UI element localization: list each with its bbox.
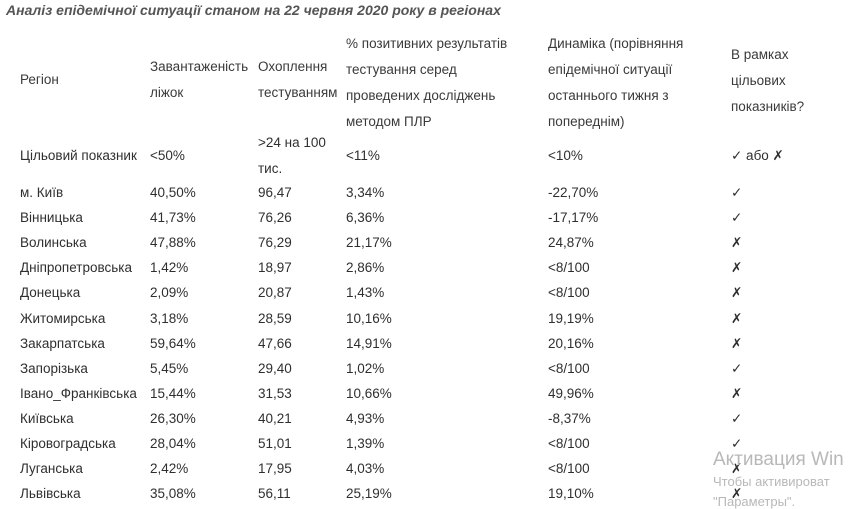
cell-dynamics: <8/100 (548, 461, 590, 477)
cell-region: Івано_Франківська (20, 385, 137, 401)
target-dynamics: <10% (548, 148, 583, 163)
cell-beds: 28,04% (150, 436, 196, 451)
cell-target: ✗ (731, 385, 743, 401)
cell-testing: 96,47 (258, 185, 292, 200)
cell-positive: 21,17% (346, 235, 392, 251)
target-positive: <11% (346, 148, 380, 163)
cell-target: ✗ (731, 285, 743, 301)
cell-testing: 29,40 (258, 360, 292, 376)
cell-dynamics: <8/100 (548, 260, 590, 276)
cell-positive: 10,16% (346, 310, 392, 326)
cell-target: ✓ (731, 185, 743, 200)
cell-testing: 18,97 (258, 260, 292, 276)
header-region: Регіон (20, 72, 59, 87)
cell-target: ✓ (731, 436, 743, 451)
cell-dynamics: 19,19% (548, 310, 594, 326)
cell-target: ✗ (731, 235, 743, 251)
cell-testing: 47,66 (258, 335, 292, 351)
cell-region: Волинська (20, 235, 87, 251)
header-testing: Охоплення тестуванням (258, 59, 338, 100)
cell-dynamics: 19,10% (548, 486, 594, 502)
cell-testing: 40,21 (258, 410, 292, 426)
cell-beds: 59,64% (150, 335, 196, 351)
cell-region: Донецька (20, 285, 81, 301)
cell-dynamics: <8/100 (548, 360, 590, 376)
cell-target: ✓ (731, 210, 743, 226)
cell-target: ✗ (731, 310, 743, 326)
cell-positive: 2,86% (346, 260, 385, 276)
cell-beds: 41,73% (150, 210, 196, 226)
cell-region: Київська (20, 410, 74, 426)
cell-positive: 6,36% (346, 210, 385, 226)
cell-dynamics: <8/100 (548, 436, 590, 451)
cell-beds: 2,42% (150, 461, 189, 477)
cell-positive: 14,91% (346, 335, 392, 351)
cell-positive: 1,43% (346, 285, 385, 301)
cell-dynamics: 20,16% (548, 335, 594, 351)
cell-testing: 31,53 (258, 385, 292, 401)
target-indicator: ✓ або ✗ (731, 148, 784, 163)
cell-beds: 1,42% (150, 260, 189, 276)
cell-region: м. Київ (20, 185, 64, 200)
cell-testing: 17,95 (258, 461, 292, 477)
cell-dynamics: -22,70% (548, 185, 599, 200)
cell-positive: 1,39% (346, 436, 385, 451)
cell-positive: 1,02% (346, 360, 385, 376)
watermark-line2: "Параметры". (713, 494, 796, 509)
cell-beds: 35,08% (150, 486, 196, 502)
target-region: Цільовий показник (20, 148, 137, 163)
cell-dynamics: 24,87% (548, 235, 594, 251)
cell-target: ✓ (731, 410, 743, 426)
cell-positive: 25,19% (346, 486, 392, 502)
activation-watermark: Активация Win Чтобы активироват "Парамет… (713, 448, 844, 509)
cell-target: ✗ (731, 486, 743, 502)
cell-dynamics: -8,37% (548, 410, 591, 426)
cell-region: Кіровоградська (20, 436, 116, 451)
header-target: В рамках цільових показників? (731, 47, 805, 114)
cell-testing: 28,59 (258, 310, 292, 326)
watermark-line1: Чтобы активироват (713, 474, 830, 489)
cell-positive: 4,03% (346, 461, 385, 477)
cell-beds: 26,30% (150, 410, 196, 426)
cell-positive: 4,93% (346, 410, 385, 426)
header-positive: % позитивних результатів тестування сере… (346, 36, 508, 129)
cell-beds: 47,88% (150, 235, 196, 251)
header-dynamics: Динаміка (порівняння епідемічної ситуаці… (548, 36, 684, 129)
cell-testing: 76,29 (258, 235, 292, 251)
cell-region: Вінницька (20, 210, 83, 226)
watermark-title: Активация Win (713, 449, 844, 470)
cell-dynamics: <8/100 (548, 285, 590, 301)
header-beds: Завантаженість ліжок (150, 59, 249, 100)
cell-testing: 76,26 (258, 210, 292, 226)
cell-testing: 51,01 (258, 436, 292, 451)
cell-beds: 40,50% (150, 185, 196, 200)
cell-beds: 3,18% (150, 310, 189, 326)
cell-target: ✓ (731, 360, 743, 376)
cell-region: Запорізька (20, 360, 88, 376)
cell-region: Львівська (20, 486, 81, 502)
cell-dynamics: 49,96% (548, 385, 594, 401)
cell-beds: 5,45% (150, 360, 189, 376)
cell-region: Дніпропетровська (20, 260, 133, 276)
cell-region: Житомирська (20, 310, 106, 326)
cell-testing: 56,11 (258, 486, 291, 502)
cell-testing: 20,87 (258, 285, 292, 301)
cell-target: ✗ (731, 461, 743, 477)
cell-beds: 15,44% (150, 385, 196, 401)
page-title: Аналіз епідемічної ситуації станом на 22… (6, 2, 501, 18)
cell-region: Закарпатська (20, 335, 105, 351)
cell-target: ✗ (731, 260, 743, 276)
cell-target: ✗ (731, 335, 743, 351)
cell-dynamics: -17,17% (548, 210, 599, 226)
cell-beds: 2,09% (150, 285, 189, 301)
cell-positive: 3,34% (346, 185, 385, 200)
cell-positive: 10,66% (346, 385, 392, 401)
cell-region: Луганська (20, 461, 83, 477)
target-testing: >24 на 100 тис. (258, 135, 326, 176)
target-beds: <50% (150, 148, 185, 163)
